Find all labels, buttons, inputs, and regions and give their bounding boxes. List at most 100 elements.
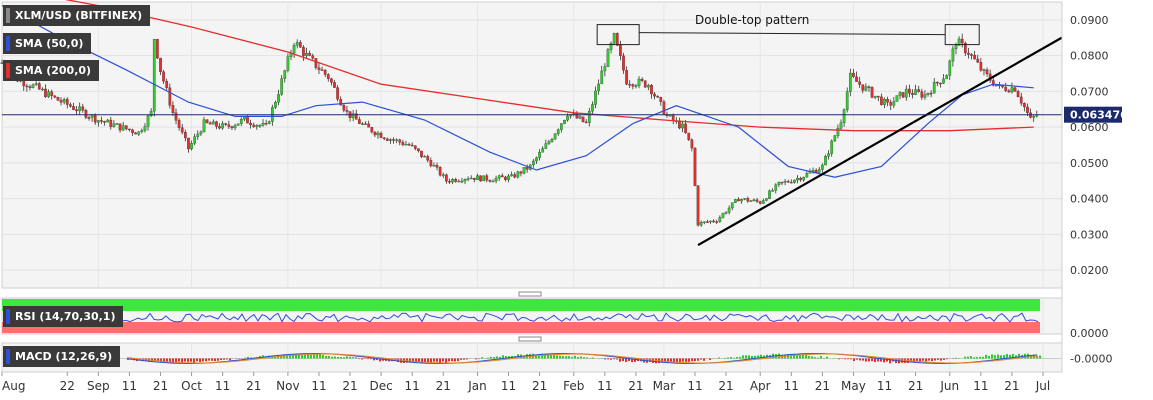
sma50-line (1, 5, 1034, 178)
candle-body (842, 109, 846, 123)
macd-histogram-bar (625, 358, 627, 362)
double-top-label: Double-top pattern (695, 13, 809, 27)
candle-body (311, 55, 315, 59)
macd-histogram-bar (904, 358, 906, 363)
legend-sma200: SMA (200,0) (3, 60, 100, 81)
candle-body (783, 181, 787, 183)
candle-body (982, 69, 986, 71)
macd-histogram-bar (919, 358, 921, 363)
candle-body (295, 42, 299, 46)
ascending-trendline (697, 36, 1063, 247)
macd-histogram-bar (988, 355, 990, 359)
x-tick-label: Sep (87, 379, 110, 393)
macd-histogram-bar (709, 358, 711, 360)
candle-body (631, 84, 635, 87)
candle-body (504, 176, 507, 180)
macd-histogram-bar (280, 355, 282, 359)
candle-body (159, 57, 162, 72)
macd-histogram-bar (871, 358, 873, 362)
candle-body (482, 175, 486, 182)
macd-histogram-bar (535, 355, 537, 359)
pane-resize-handle (518, 336, 542, 342)
candle-body (541, 148, 545, 153)
macd-histogram-bar (970, 356, 972, 359)
candle-body (758, 201, 762, 204)
candle-body (466, 178, 470, 180)
candle-body (734, 199, 737, 203)
candle-body (911, 93, 914, 95)
candle-body (215, 121, 218, 127)
macd-histogram-bar (184, 358, 186, 362)
candle-body (25, 85, 29, 88)
macd-histogram-bar (349, 356, 351, 359)
candle-body (970, 54, 973, 56)
current-price-label: 0.063476 (1070, 109, 1128, 122)
candle-body (684, 123, 687, 134)
candle-body (833, 135, 837, 142)
x-tick-label: 11 (215, 379, 230, 393)
macd-histogram-bar (718, 357, 720, 359)
macd-histogram-bar (427, 358, 429, 363)
x-tick-label: 21 (815, 379, 830, 393)
candle-body (625, 70, 628, 85)
candle-body (939, 82, 942, 85)
candle-body (870, 87, 874, 98)
candle-body (37, 83, 41, 90)
macd-histogram-bar (940, 358, 942, 361)
macd-histogram-bar (328, 355, 330, 359)
macd-histogram-bar (748, 355, 750, 359)
candle-body (454, 179, 458, 182)
macd-histogram-bar (1012, 353, 1014, 359)
macd-histogram-bar (850, 358, 852, 360)
rsi-y-tick-label: 0.0000 (1070, 327, 1109, 340)
macd-histogram-bar (196, 358, 198, 362)
sma50-label: SMA (50,0) (15, 37, 84, 50)
macd-histogram-bar (877, 358, 879, 362)
macd-histogram-bar (163, 358, 165, 363)
candle-body (457, 180, 461, 183)
candle-body (880, 96, 883, 105)
macd-histogram-bar (502, 355, 504, 359)
macd-histogram-bar (817, 357, 819, 359)
candle-body (472, 177, 476, 180)
candle-body (1010, 87, 1014, 93)
macd-histogram-bar (1003, 355, 1005, 359)
candle-body (448, 181, 451, 183)
macd-histogram-bar (496, 356, 498, 359)
macd-histogram-bar (493, 357, 495, 359)
candle-body (417, 148, 420, 152)
macd-histogram-bar (538, 355, 540, 359)
candle-body (165, 81, 169, 88)
y-tick-label: 0.0700 (1070, 85, 1109, 98)
macd-histogram-bar (634, 358, 636, 362)
pane-resize-handle (518, 291, 542, 297)
candle-body (699, 222, 703, 226)
macd-histogram-bar (550, 354, 552, 359)
x-tick-label: 11 (405, 379, 420, 393)
candle-body (771, 190, 775, 192)
candle-body (895, 95, 899, 102)
candle-body (177, 120, 181, 128)
candle-body (389, 139, 392, 141)
candle-body (333, 82, 336, 88)
candle-body (622, 55, 625, 71)
x-tick-label: 11 (784, 379, 799, 393)
candle-body (889, 102, 893, 106)
macd-histogram-bar (673, 358, 675, 362)
macd-swatch (6, 349, 10, 364)
candle-body (137, 131, 141, 135)
macd-histogram-bar (268, 355, 270, 359)
macd-histogram-bar (451, 358, 453, 362)
candle-body (261, 123, 265, 126)
y-tick-label: 0.0300 (1070, 228, 1109, 241)
candle-body (317, 67, 321, 70)
candle-body (634, 85, 638, 87)
candle-body (392, 139, 395, 141)
candle-body (395, 139, 398, 141)
macd-histogram-bar (628, 358, 630, 362)
macd-histogram-bar (301, 354, 303, 359)
macd-histogram-bar (910, 358, 912, 362)
candle-body (56, 97, 60, 101)
sma200-label: SMA (200,0) (15, 64, 92, 77)
